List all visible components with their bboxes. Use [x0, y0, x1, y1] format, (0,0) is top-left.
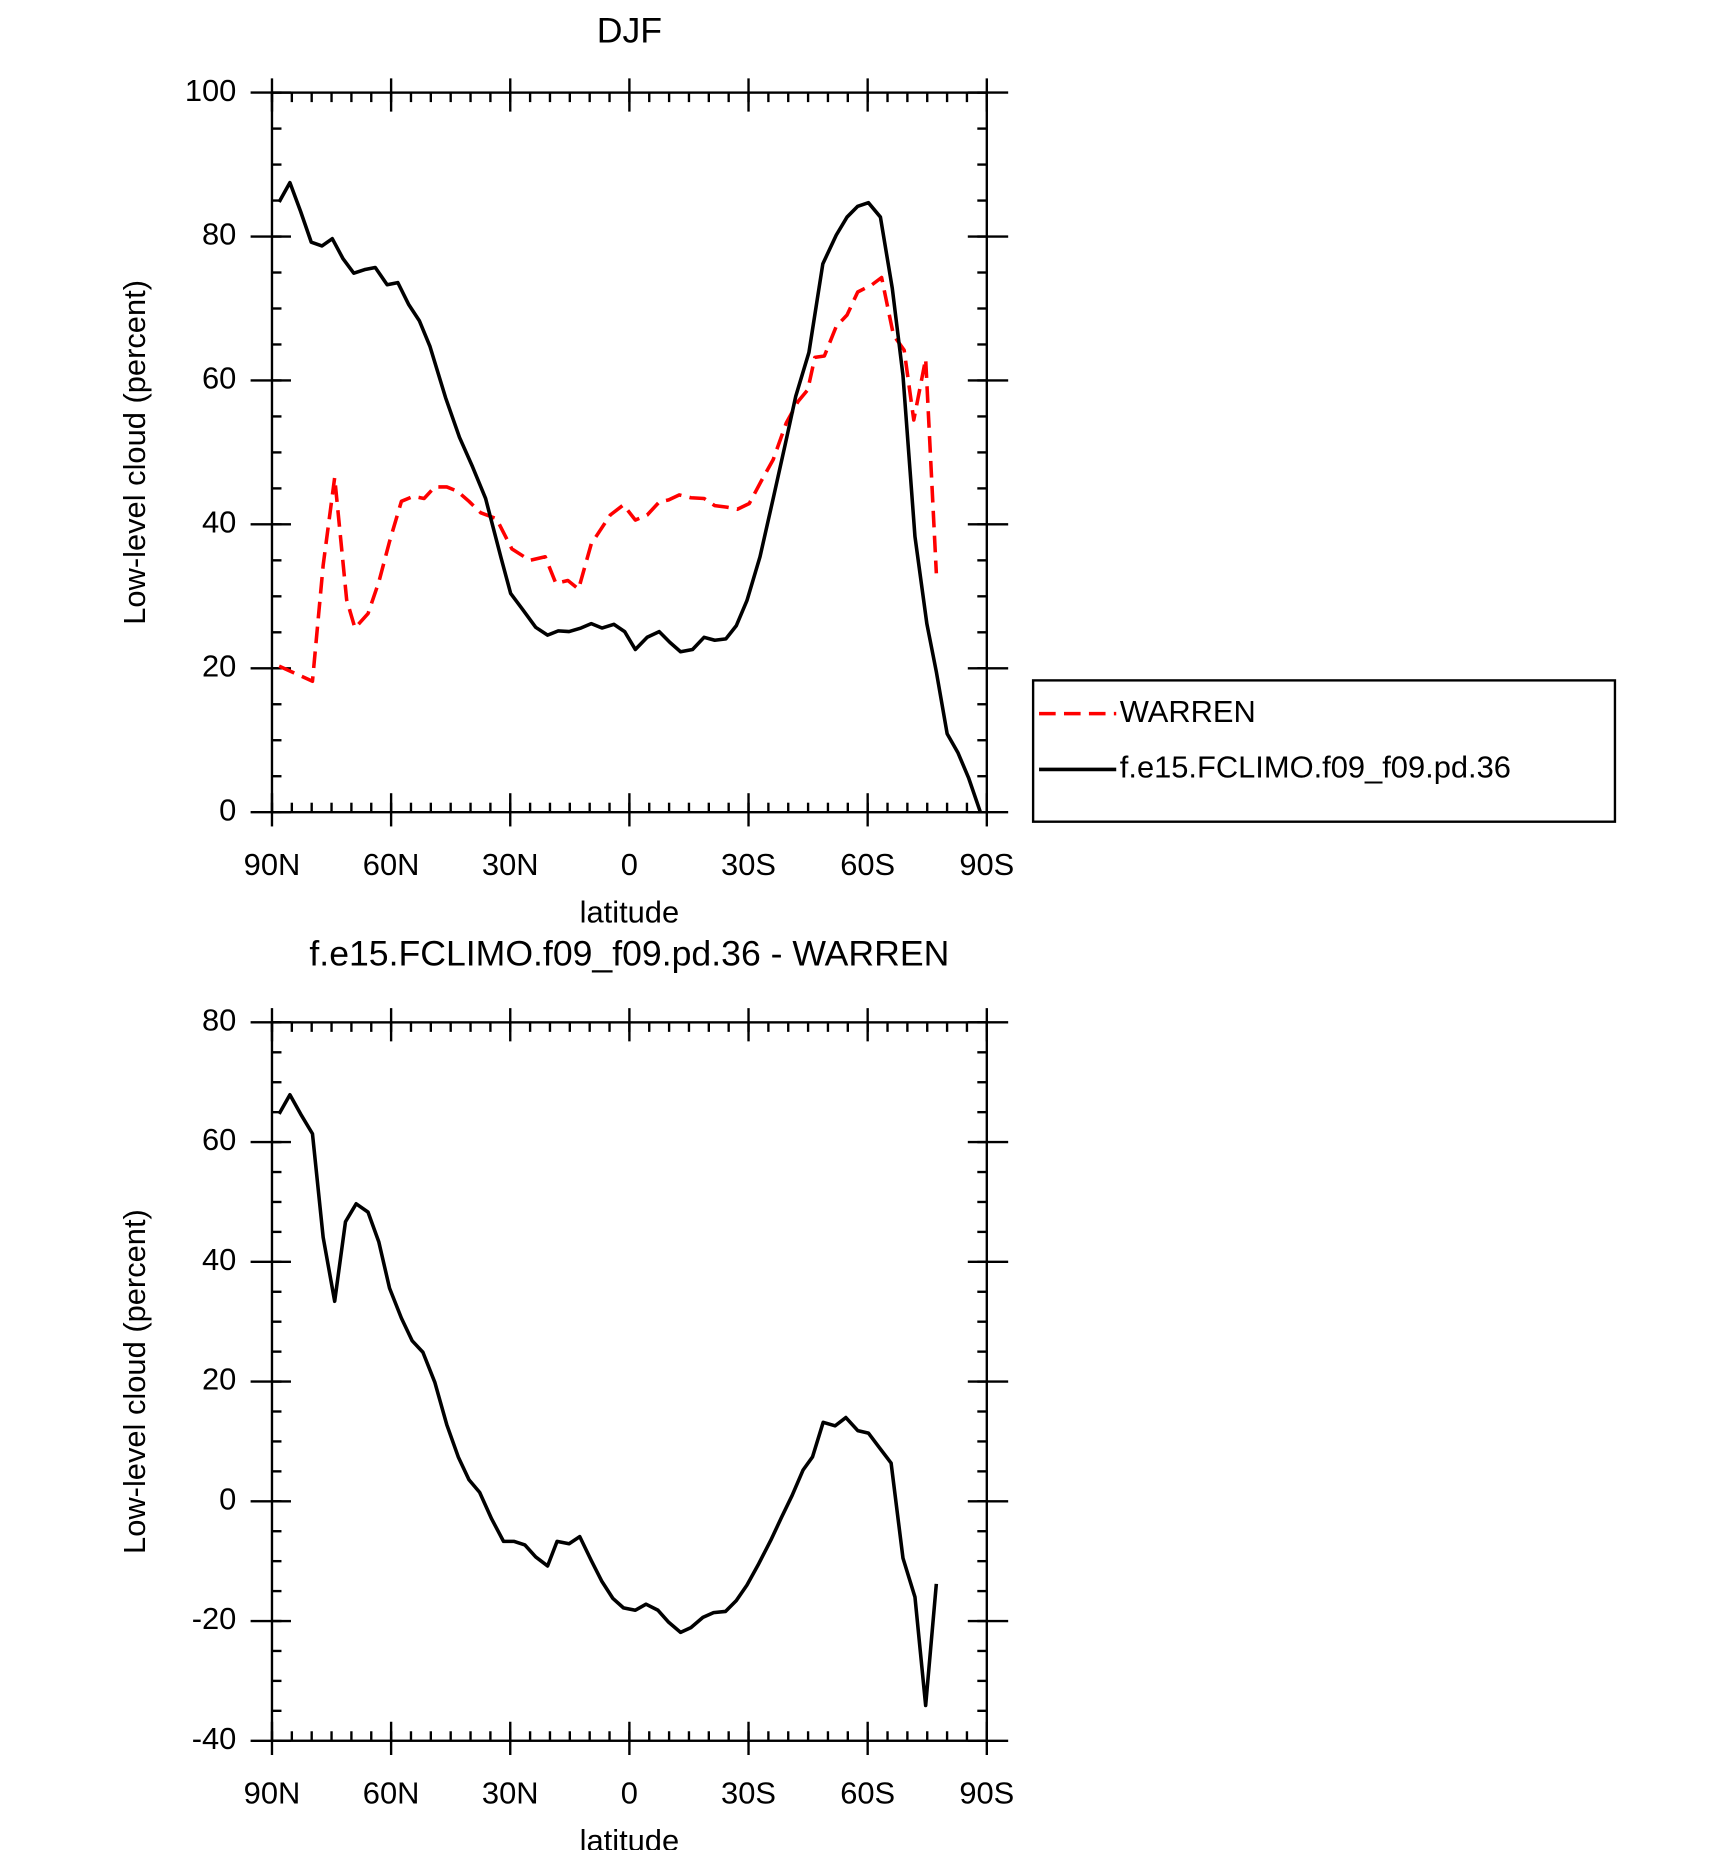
x-tick-label: 60S	[840, 1776, 895, 1811]
y-tick-label: 40	[202, 1242, 236, 1277]
x-axis-label: latitude	[580, 1823, 680, 1850]
y-tick-label: -20	[192, 1601, 237, 1636]
x-tick-label: 90S	[959, 1776, 1014, 1811]
y-tick-label: -40	[192, 1721, 237, 1756]
y-tick-label: 40	[202, 505, 236, 540]
x-tick-label: 30N	[482, 1776, 539, 1811]
x-tick-label: 0	[621, 847, 638, 882]
plot-frame	[270, 91, 988, 814]
x-tick-label: 90S	[959, 847, 1014, 882]
chart-title: f.e15.FCLIMO.f09_f09.pd.36 - WARREN	[309, 933, 949, 973]
y-axis-label: Low-level cloud (percent)	[117, 1209, 152, 1554]
x-tick-label: 30S	[721, 847, 776, 882]
x-tick-label: 90N	[244, 847, 301, 882]
y-tick-label: 80	[202, 1003, 236, 1038]
x-tick-label: 90N	[244, 1776, 301, 1811]
plot-frame	[270, 1021, 988, 1742]
y-tick-label: 20	[202, 1362, 236, 1397]
data-line	[277, 1093, 939, 1708]
y-axis-label: Low-level cloud (percent)	[117, 280, 152, 625]
y-tick-label: 60	[202, 1122, 236, 1157]
x-axis-label: latitude	[580, 894, 680, 929]
x-tick-label: 0	[621, 1776, 638, 1811]
data-line	[278, 275, 939, 684]
legend-box	[1031, 679, 1617, 823]
chart-title: DJF	[597, 11, 662, 51]
y-tick-label: 80	[202, 217, 236, 252]
x-tick-label: 60N	[363, 847, 420, 882]
y-tick-label: 0	[219, 792, 236, 827]
y-tick-label: 0	[219, 1481, 236, 1516]
x-tick-label: 30S	[721, 1776, 776, 1811]
y-tick-label: 20	[202, 648, 236, 683]
x-tick-label: 30N	[482, 847, 539, 882]
y-tick-label: 60	[202, 361, 236, 396]
x-tick-label: 60N	[363, 1776, 420, 1811]
data-line	[277, 180, 983, 813]
legend-label: WARREN	[1120, 694, 1256, 729]
x-tick-label: 60S	[840, 847, 895, 882]
y-tick-label: 100	[185, 73, 237, 108]
legend-label: f.e15.FCLIMO.f09_f09.pd.36	[1120, 750, 1511, 785]
